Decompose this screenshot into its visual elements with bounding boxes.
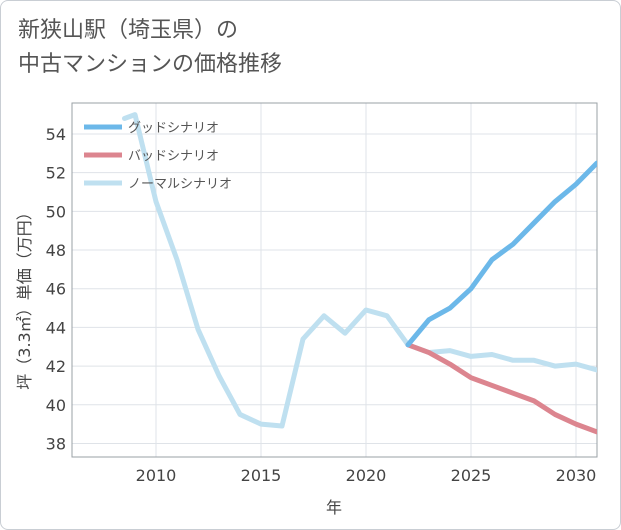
y-tick-label: 38 bbox=[46, 434, 66, 453]
chart-title: 新狭山駅（埼玉県）の 中古マンションの価格推移 bbox=[18, 14, 282, 82]
x-tick-label: 2010 bbox=[136, 466, 177, 485]
x-tick-label: 2020 bbox=[346, 466, 387, 485]
x-tick-label: 2030 bbox=[556, 466, 597, 485]
y-tick-label: 48 bbox=[46, 241, 66, 260]
y-tick-label: 54 bbox=[46, 125, 66, 144]
series-line-2 bbox=[122, 112, 597, 429]
y-axis-label: 坪（3.3㎡）単価（万円） bbox=[15, 204, 34, 389]
y-tick-label: 44 bbox=[46, 318, 66, 337]
plot-area-border bbox=[71, 102, 598, 458]
x-tick-label: 2025 bbox=[451, 466, 492, 485]
series-line-1 bbox=[405, 342, 597, 435]
chart-title-line2: 中古マンションの価格推移 bbox=[18, 52, 283, 77]
legend-label: ノーマルシナリオ bbox=[128, 177, 232, 192]
series-lines bbox=[122, 112, 597, 435]
y-tick-label: 52 bbox=[46, 164, 66, 183]
tick-labels: 2010 2015 2020 2025 2030 38 40 42 44 46 48 50 52 54 bbox=[46, 125, 597, 485]
x-tick-label: 2015 bbox=[241, 466, 282, 485]
chart-title-line1: 新狭山駅（埼玉県）の bbox=[18, 18, 239, 43]
x-axis-label: 年 bbox=[326, 498, 342, 517]
series-line-0 bbox=[405, 160, 597, 348]
y-tick-label: 50 bbox=[46, 202, 66, 221]
y-tick-label: 40 bbox=[46, 396, 66, 415]
y-tick-label: 46 bbox=[46, 280, 66, 299]
legend-label: グッドシナリオ bbox=[128, 121, 219, 136]
y-tick-label: 42 bbox=[46, 357, 66, 376]
legend-label: バッドシナリオ bbox=[128, 149, 219, 164]
grid bbox=[72, 103, 597, 457]
